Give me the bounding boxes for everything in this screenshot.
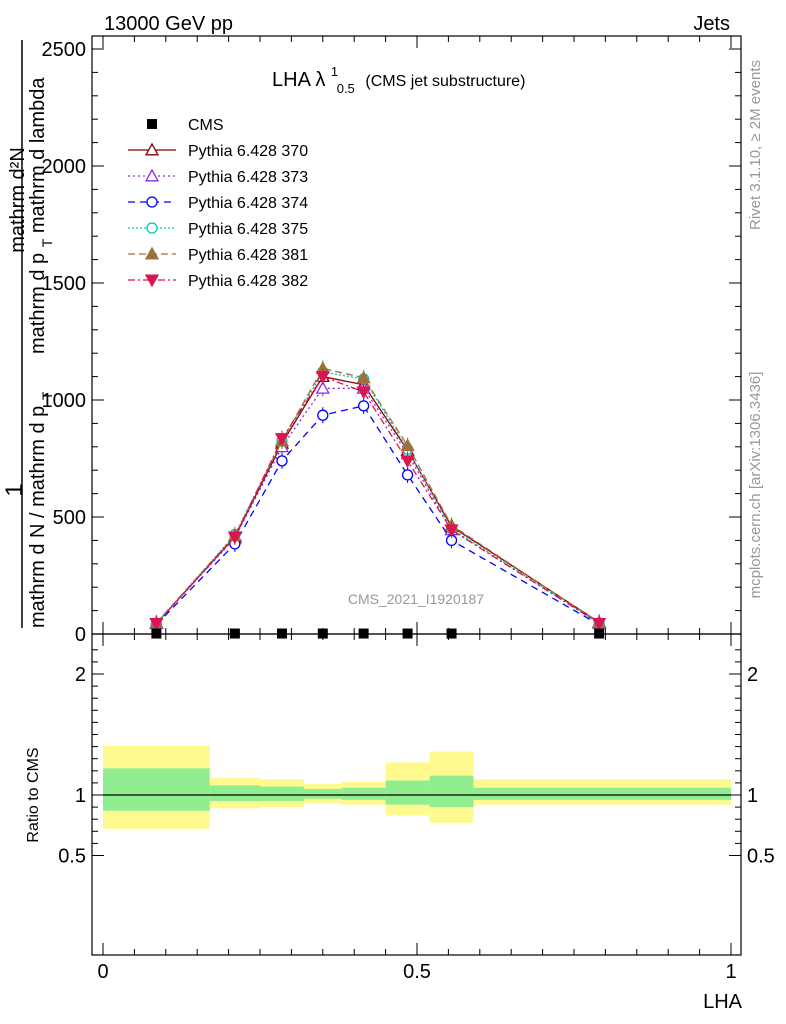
header-right: Jets (693, 13, 730, 35)
legend-marker (146, 222, 158, 234)
ratio-band-inner-1 (209, 785, 260, 802)
xtick-label: 1 (725, 961, 736, 983)
xtick-label: 0.5 (403, 961, 431, 983)
ylabel-main-sub: T (39, 391, 55, 400)
ratio-ylabel: Ratio to CMS (25, 747, 42, 842)
series-point-4 (356, 370, 371, 384)
legend-label: CMS (188, 117, 224, 134)
ylabel-denominator-mid: mathrm d p (27, 253, 49, 354)
title-sup: 1 (331, 64, 338, 79)
main-ylabel: 1 mathrm d²N mathrm d p T mathrm d lambd… (1, 40, 57, 628)
ratio-ytick-label: 2 (75, 664, 86, 686)
legend-label: Pythia 6.428 373 (188, 169, 308, 186)
legend-label: Pythia 6.428 382 (188, 273, 308, 290)
series-line-1 (155, 387, 600, 625)
series-point-5 (227, 531, 242, 545)
ylabel-denominator: mathrm d p T mathrm d lambda (27, 77, 57, 354)
main-ytick-label: 0 (75, 624, 86, 646)
axes: 0 500 1000 1500 2000 2500 0.5 0.5 1 1 2 2 0 0.5 1 (42, 35, 775, 983)
ylabel-over-numerator: 1 (1, 483, 28, 496)
series-point-5 (592, 618, 607, 631)
ylabel-numerator: mathrm d²N (7, 147, 29, 253)
ylabel-denominator-rest: mathrm d lambda (27, 77, 49, 233)
chart-title: LHA λ 1 0.5 (CMS jet substructure) (272, 59, 525, 98)
legend-label: Pythia 6.428 370 (188, 143, 308, 160)
main-ytick-label: 500 (53, 507, 86, 529)
ratio-band-inner-3 (303, 788, 342, 799)
xlabel: LHA (703, 991, 743, 1013)
main-ytick-label: 1500 (42, 273, 87, 295)
series-point-2 (401, 469, 414, 481)
main-ytick-label: 1000 (42, 390, 87, 412)
series-point-2 (276, 455, 288, 467)
series-point-5 (315, 371, 330, 384)
series-point-5 (444, 524, 459, 538)
ratio-bands (103, 745, 731, 829)
series-point-5 (356, 386, 371, 400)
legend-label: Pythia 6.428 374 (188, 195, 308, 212)
series-point-5 (149, 618, 164, 631)
title-main: LHA λ (272, 69, 325, 91)
xtick-label: 0 (97, 961, 108, 983)
ylabel-main-line: mathrm d N / mathrm d p T (27, 391, 55, 628)
series-point-5 (400, 455, 415, 469)
ratio-ytick-label-right: 2 (747, 664, 758, 686)
legend-marker (146, 196, 158, 208)
legend-marker (144, 168, 160, 182)
legend-label: Pythia 6.428 381 (188, 247, 308, 264)
title-rest: (CMS jet substructure) (365, 73, 525, 90)
rivet-label: Rivet 3.1.10, ≥ 2M events (747, 60, 764, 230)
main-ytick-label: 2000 (42, 156, 87, 178)
ylabel-main-text: mathrm d N / mathrm d p (27, 406, 49, 628)
legend: CMS Pythia 6.428 370 Pythia 6.428 373 Pythi… (128, 117, 308, 290)
legend-marker (144, 246, 160, 260)
main-ytick-label: 2500 (42, 39, 87, 61)
ratio-band-inner-7 (473, 787, 731, 800)
series-line-2 (155, 405, 600, 626)
series-point-4 (400, 438, 415, 452)
series-line-5 (155, 375, 600, 625)
ratio-ytick-label: 1 (75, 785, 86, 807)
analysis-label: CMS_2021_I1920187 (348, 591, 484, 607)
legend-marker (147, 119, 157, 129)
mcplots-label: mcplots.cern.ch [arXiv:1306.3436] (747, 372, 764, 599)
series-point-2 (357, 400, 370, 412)
legend-marker (144, 142, 160, 156)
ratio-band-inner-4 (341, 787, 386, 800)
ratio-band-inner-0 (103, 768, 210, 811)
ratio-band-inner-2 (260, 786, 304, 802)
legend-label: Pythia 6.428 375 (188, 221, 308, 238)
series-point-5 (274, 433, 290, 446)
ratio-band-inner-5 (385, 780, 430, 805)
series-point-1 (315, 380, 330, 394)
ratio-ytick-label-right: 1 (747, 785, 758, 807)
series-point-2 (317, 409, 329, 421)
ratio-ytick-label-right: 0.5 (747, 846, 775, 868)
header-left: 13000 GeV pp (104, 13, 233, 35)
ratio-ytick-label: 0.5 (58, 846, 86, 868)
ratio-band-inner-6 (429, 775, 474, 808)
ylabel-denominator-sub: T (39, 238, 55, 247)
legend-marker (144, 274, 160, 288)
title-sub: 0.5 (337, 81, 355, 96)
